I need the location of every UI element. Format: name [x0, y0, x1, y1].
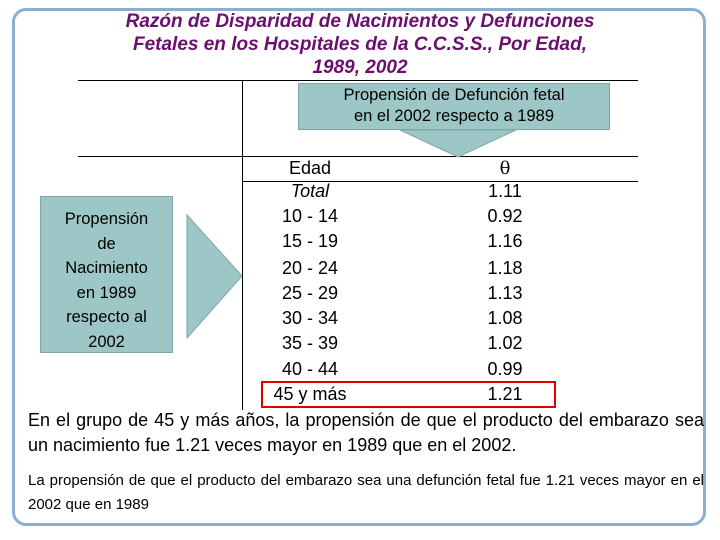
callout-defuncion: Propensión de Defunción fetal en el 2002…	[298, 83, 610, 130]
theta-cell: 0.99	[487, 359, 523, 379]
title-line-2: Fetales en los Hospitales de la C.C.S.S.…	[132, 34, 588, 55]
right-arrow-icon	[186, 214, 243, 339]
header-theta: θ	[499, 158, 511, 179]
callout-nacimiento-line-1: Propensión	[64, 210, 149, 228]
edad-cell: 20 - 24	[281, 258, 339, 278]
theta-cell: 1.02	[487, 333, 523, 353]
edad-cell: Total	[290, 181, 330, 201]
edad-cell: 15 - 19	[281, 231, 339, 251]
conclusion-nacimiento: En el grupo de 45 y más años, la propens…	[28, 410, 704, 455]
callout-nacimiento-line-5: respecto al	[66, 308, 147, 326]
callout-nacimiento-line-4: en 1989	[76, 283, 137, 302]
highlighted-row-box	[261, 381, 556, 408]
edad-cell: 25 - 29	[281, 283, 339, 303]
callout-nacimiento-line-6: 2002	[88, 332, 125, 351]
theta-cell: 0.92	[487, 206, 523, 226]
edad-cell: 35 - 39	[281, 333, 339, 353]
callout-nacimiento: Propensión de Nacimiento en 1989 respect…	[40, 196, 173, 353]
table-subheader-rule	[242, 181, 638, 182]
conclusion-defuncion: La propensión de que el producto del emb…	[28, 472, 704, 513]
title-line-3: 1989, 2002	[312, 57, 408, 78]
callout-nacimiento-line-2: de	[97, 234, 116, 253]
edad-cell: 30 - 34	[281, 308, 339, 328]
edad-cell: 40 - 44	[281, 359, 339, 379]
down-arrow-icon	[399, 129, 517, 158]
theta-cell: 1.16	[487, 231, 523, 251]
callout-defuncion-line-2: en el 2002 respecto a 1989	[354, 107, 554, 125]
table-column-rule	[242, 80, 243, 410]
header-edad: Edad	[288, 158, 332, 178]
theta-cell: 1.08	[487, 308, 523, 328]
edad-cell: 45 y más	[273, 384, 347, 404]
table-header-rule	[78, 156, 638, 157]
table-top-rule	[78, 80, 638, 81]
title-line-1: Razón de Disparidad de Nacimientos y Def…	[125, 11, 595, 32]
callout-nacimiento-line-3: Nacimiento	[65, 259, 148, 277]
slide-title: Razón de Disparidad de Nacimientos y Def…	[40, 10, 680, 79]
theta-cell: 1.11	[488, 181, 522, 201]
callout-defuncion-line-1: Propensión de Defunción fetal	[343, 86, 565, 104]
theta-cell: 1.18	[487, 258, 523, 278]
edad-cell: 10 - 14	[281, 206, 339, 226]
theta-cell: 1.21	[487, 384, 523, 404]
column-theta: θ 1.11 0.92 1.16 1.18 1.13 1.08 1.02 0.9…	[460, 0, 550, 540]
column-edad: Edad Total 10 - 14 15 - 19 20 - 24 25 - …	[250, 0, 370, 540]
slide-frame	[12, 8, 706, 526]
theta-cell: 1.13	[487, 283, 523, 303]
